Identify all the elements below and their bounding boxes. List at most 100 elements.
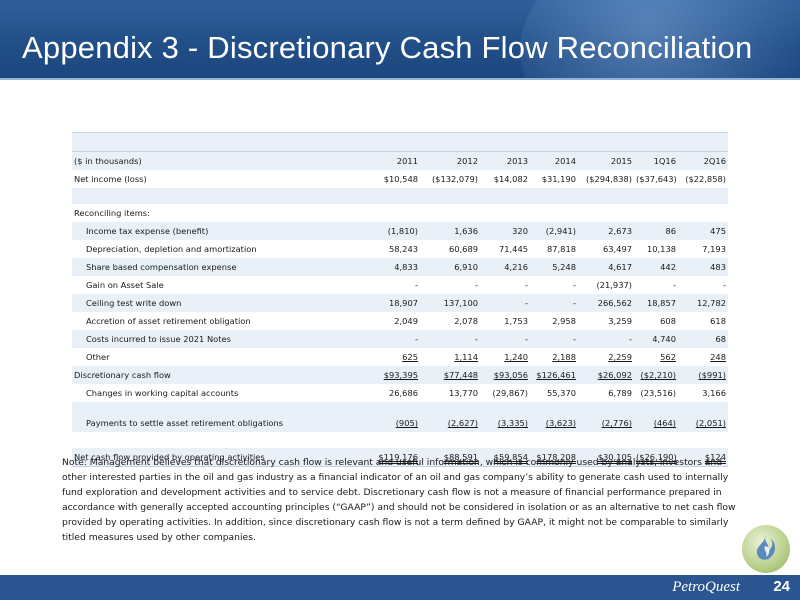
discretionary-cash-flow-row: Discretionary cash flow $93,395 $77,448 $93…	[72, 366, 728, 384]
empty-cell	[362, 402, 420, 414]
value-cell: 320	[480, 222, 530, 240]
value-cell: -	[525, 280, 528, 290]
row-label: Payments to settle asset retirement obli…	[72, 414, 362, 432]
value-cell: 10,138	[646, 244, 676, 254]
reconciling-items-label-row: Reconciling items:	[72, 204, 728, 222]
empty-cell	[480, 402, 530, 414]
value-cell: 248	[710, 352, 726, 362]
empty-cell	[634, 188, 678, 204]
value-cell: 13,770	[448, 388, 478, 398]
reconciling-items-label: Reconciling items:	[74, 208, 150, 218]
value-cell: 625	[402, 352, 418, 362]
empty-cell	[578, 132, 634, 152]
value-cell: -	[578, 330, 634, 348]
row-label: Gain on Asset Sale	[86, 280, 164, 290]
page-number: 24	[773, 578, 790, 595]
value-cell: 3,166	[702, 388, 726, 398]
empty-cell	[362, 132, 420, 152]
empty-cell	[578, 204, 634, 222]
title-bar: Appendix 3 - Discretionary Cash Flow Rec…	[0, 0, 800, 78]
value-cell: (3,623)	[530, 414, 578, 432]
value-cell: 562	[660, 352, 676, 362]
value-cell: ($991)	[678, 366, 728, 384]
column-header-2014: 2014	[530, 151, 578, 170]
empty-cell	[480, 432, 530, 448]
value-cell: 6,910	[420, 258, 480, 276]
row-label: Net income (loss)	[74, 174, 147, 184]
reconciling-item-row: Depreciation, depletion and amortization…	[72, 240, 728, 258]
page-title: Appendix 3 - Discretionary Cash Flow Rec…	[22, 30, 753, 65]
reconciling-item-row: Costs incurred to issue 2021 Notes - - - - -4…	[72, 330, 728, 348]
empty-cell	[634, 132, 678, 152]
value-cell: -	[723, 280, 726, 290]
value-cell: -	[530, 294, 578, 312]
value-cell: 442	[634, 258, 678, 276]
empty-cell	[480, 204, 530, 222]
value-cell: ($132,079)	[431, 174, 478, 184]
empty-cell	[72, 132, 362, 152]
value-cell: 4,216	[480, 258, 530, 276]
empty-cell	[678, 432, 728, 448]
row-label: Costs incurred to issue 2021 Notes	[72, 330, 362, 348]
column-header-row: ($ in thousands) 2011 2012 2013 2014 2015 1Q16…	[72, 151, 728, 170]
empty-cell	[578, 432, 634, 448]
footer-band: PetroQuest 24	[0, 575, 800, 600]
row-label: Other	[86, 352, 110, 362]
column-header-1q16: 1Q16	[634, 151, 678, 170]
value-cell: ($22,858)	[685, 174, 726, 184]
spacer-row	[72, 432, 728, 448]
value-cell: 1,753	[504, 316, 528, 326]
company-logo-text: PetroQuest	[672, 579, 740, 595]
empty-cell	[578, 188, 634, 204]
empty-cell	[362, 204, 420, 222]
value-cell: ($26,190)	[634, 448, 678, 467]
header-swoosh-graphic	[520, 0, 800, 78]
empty-cell	[634, 432, 678, 448]
column-header-2013: 2013	[480, 151, 530, 170]
value-cell: ($2,210)	[634, 366, 678, 384]
value-cell: (1,810)	[362, 222, 420, 240]
empty-cell	[530, 432, 578, 448]
value-cell: -	[362, 330, 420, 348]
row-label: Discretionary cash flow	[72, 366, 362, 384]
value-cell: $26,092	[578, 366, 634, 384]
flame-icon	[756, 535, 776, 560]
value-cell: ($294,838)	[585, 174, 632, 184]
empty-cell	[530, 132, 578, 152]
value-cell: 2,259	[608, 352, 632, 362]
row-label: Net cash flow provided by operating acti…	[72, 448, 362, 467]
value-cell: (29,867)	[492, 388, 528, 398]
empty-cell	[420, 432, 480, 448]
value-cell: 2,958	[552, 316, 576, 326]
empty-cell	[678, 132, 728, 152]
units-label: ($ in thousands)	[72, 151, 362, 170]
empty-cell	[530, 204, 578, 222]
value-cell: ($37,643)	[636, 174, 677, 184]
reconciling-item-row: Accretion of asset retirement obligation…	[72, 312, 728, 330]
empty-cell	[72, 188, 362, 204]
empty-cell	[480, 188, 530, 204]
value-cell: 68	[678, 330, 728, 348]
empty-cell	[530, 402, 578, 414]
empty-cell	[72, 402, 362, 414]
column-header-2011: 2011	[362, 151, 420, 170]
value-cell: 18,857	[634, 294, 678, 312]
row-label: Ceiling test write down	[72, 294, 362, 312]
column-header-2q16: 2Q16	[678, 151, 728, 170]
value-cell: 5,248	[530, 258, 578, 276]
value-cell: $178,208	[530, 448, 578, 467]
empty-cell	[530, 188, 578, 204]
value-cell: 55,370	[546, 388, 576, 398]
value-cell: 608	[660, 316, 676, 326]
empty-cell	[578, 402, 634, 414]
value-cell: $124	[678, 448, 728, 467]
reconciling-item-row: Gain on Asset Sale - - - - (21,937) - -	[72, 276, 728, 294]
value-cell: 618	[710, 316, 726, 326]
spacer-row	[72, 188, 728, 204]
value-cell: $14,082	[493, 174, 528, 184]
value-cell: $126,461	[530, 366, 578, 384]
empty-cell	[678, 204, 728, 222]
value-cell: 483	[678, 258, 728, 276]
row-label: Share based compensation expense	[72, 258, 362, 276]
reconciling-item-row: Ceiling test write down 18,907 137,100- -26…	[72, 294, 728, 312]
